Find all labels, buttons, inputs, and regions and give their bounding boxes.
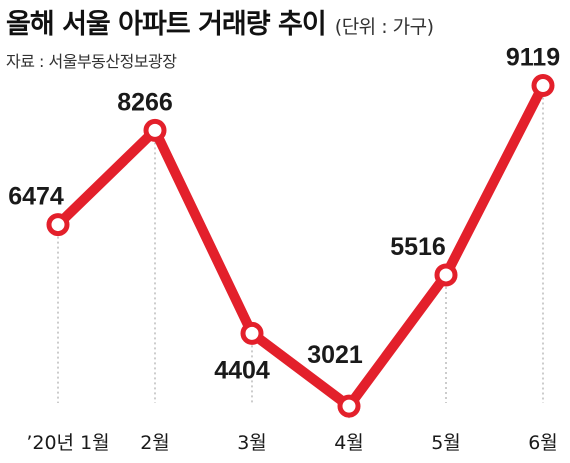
value-label-6: 9119 (506, 44, 560, 72)
data-point-2 (143, 118, 167, 142)
data-markers (46, 74, 555, 418)
x-axis-ticks: ’20년 1월 2월 3월 4월 5월 6월 (26, 432, 557, 454)
guide-lines (57, 97, 544, 419)
series-polyline (53, 80, 548, 412)
data-point-6 (531, 74, 555, 98)
x-tick-label-5: 5월 (431, 432, 461, 454)
x-tick-label-2: 2월 (140, 432, 170, 454)
value-label-1: 6474 (8, 183, 64, 211)
series-line (53, 80, 548, 412)
data-point-5 (434, 263, 458, 287)
unit-note: (단위 : 가구) (334, 16, 434, 38)
value-labels: 6474 8266 4404 3021 5516 9119 (8, 44, 560, 385)
chart-title: 올해 서울 아파트 거래량 추이 (6, 9, 327, 40)
value-label-4: 3021 (307, 341, 363, 369)
value-label-3: 4404 (214, 356, 270, 384)
data-point-1 (46, 213, 70, 237)
x-tick-label-6: 6월 (528, 432, 558, 454)
source-note: 자료 : 서울부동산정보광장 (6, 52, 177, 71)
x-tick-label-3: 3월 (237, 432, 267, 454)
x-tick-label-1: ’20년 1월 (26, 432, 109, 454)
value-label-5: 5516 (390, 233, 446, 261)
value-label-2: 8266 (117, 88, 173, 116)
title-row: 올해 서울 아파트 거래량 추이 (단위 : 가구) (6, 2, 434, 41)
x-tick-label-4: 4월 (334, 432, 364, 454)
data-point-3 (240, 321, 264, 345)
data-point-4 (337, 394, 361, 418)
